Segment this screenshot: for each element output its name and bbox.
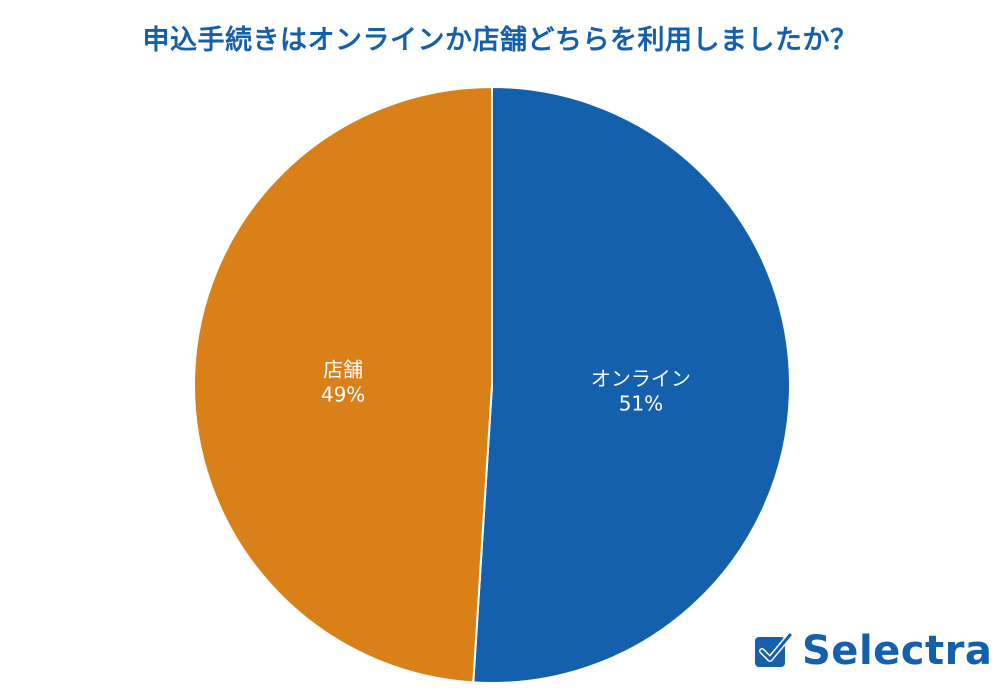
slice-label-1: 店舗 — [323, 357, 363, 381]
brand-name: Selectra — [802, 628, 993, 674]
slice-label-0: オンライン — [591, 367, 691, 391]
chart-title: 申込手続きはオンラインか店舗どちらを利用しましたか？ — [142, 25, 858, 56]
pie-slice-1 — [193, 85, 493, 684]
slice-value-0: 51% — [619, 392, 663, 416]
pie-slice-0 — [472, 85, 791, 684]
slice-value-1: 49% — [321, 382, 365, 406]
checkbox-check-icon — [755, 632, 793, 667]
selectra-logo: Selectra — [753, 627, 992, 675]
